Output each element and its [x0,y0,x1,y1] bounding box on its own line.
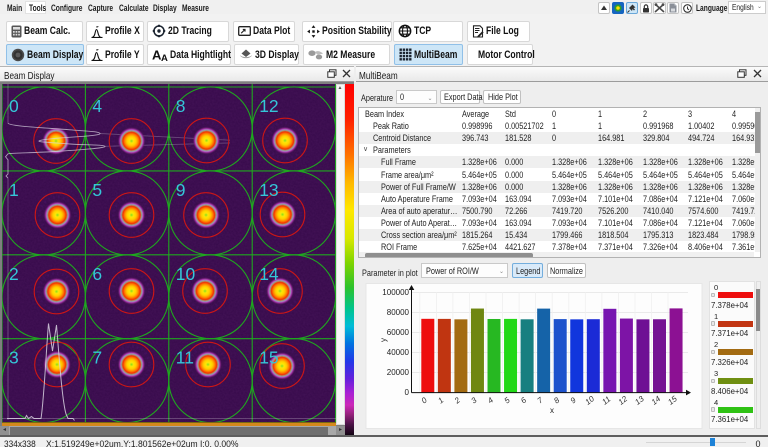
svg-text:A: A [152,48,162,61]
svg-text:15: 15 [259,348,278,368]
svg-text:7: 7 [92,348,102,368]
svg-text:0: 0 [405,388,410,397]
svg-text:20000: 20000 [387,368,410,377]
svg-text:6: 6 [519,395,528,405]
svg-text:6: 6 [92,264,102,284]
svg-text:x: x [550,406,554,415]
svg-text:1: 1 [436,396,445,406]
svg-text:80000: 80000 [387,308,410,317]
svg-text:0: 0 [9,96,19,116]
svg-text:14: 14 [259,264,279,284]
svg-text:y: y [379,338,388,342]
svg-text:2: 2 [452,395,462,406]
svg-text:8: 8 [176,96,186,116]
svg-text:9: 9 [176,180,186,200]
svg-text:1: 1 [9,180,19,200]
svg-text:3: 3 [9,348,19,368]
svg-text:3: 3 [469,395,478,405]
svg-text:5: 5 [92,180,102,200]
svg-text:13: 13 [259,180,278,200]
svg-text:11: 11 [176,348,194,368]
svg-text:8: 8 [552,395,561,405]
svg-text:5: 5 [503,395,512,405]
svg-text:60000: 60000 [387,328,410,337]
svg-text:0: 0 [420,395,429,405]
svg-text:9: 9 [569,395,578,405]
svg-text:2: 2 [9,264,19,284]
svg-text:12: 12 [259,96,278,116]
svg-text:100000: 100000 [382,288,409,297]
svg-text:4: 4 [92,96,102,116]
svg-text:10: 10 [176,264,196,284]
svg-text:A: A [161,53,168,61]
svg-text:40000: 40000 [387,348,410,357]
svg-text:4: 4 [486,395,495,405]
svg-text:7: 7 [536,395,545,405]
